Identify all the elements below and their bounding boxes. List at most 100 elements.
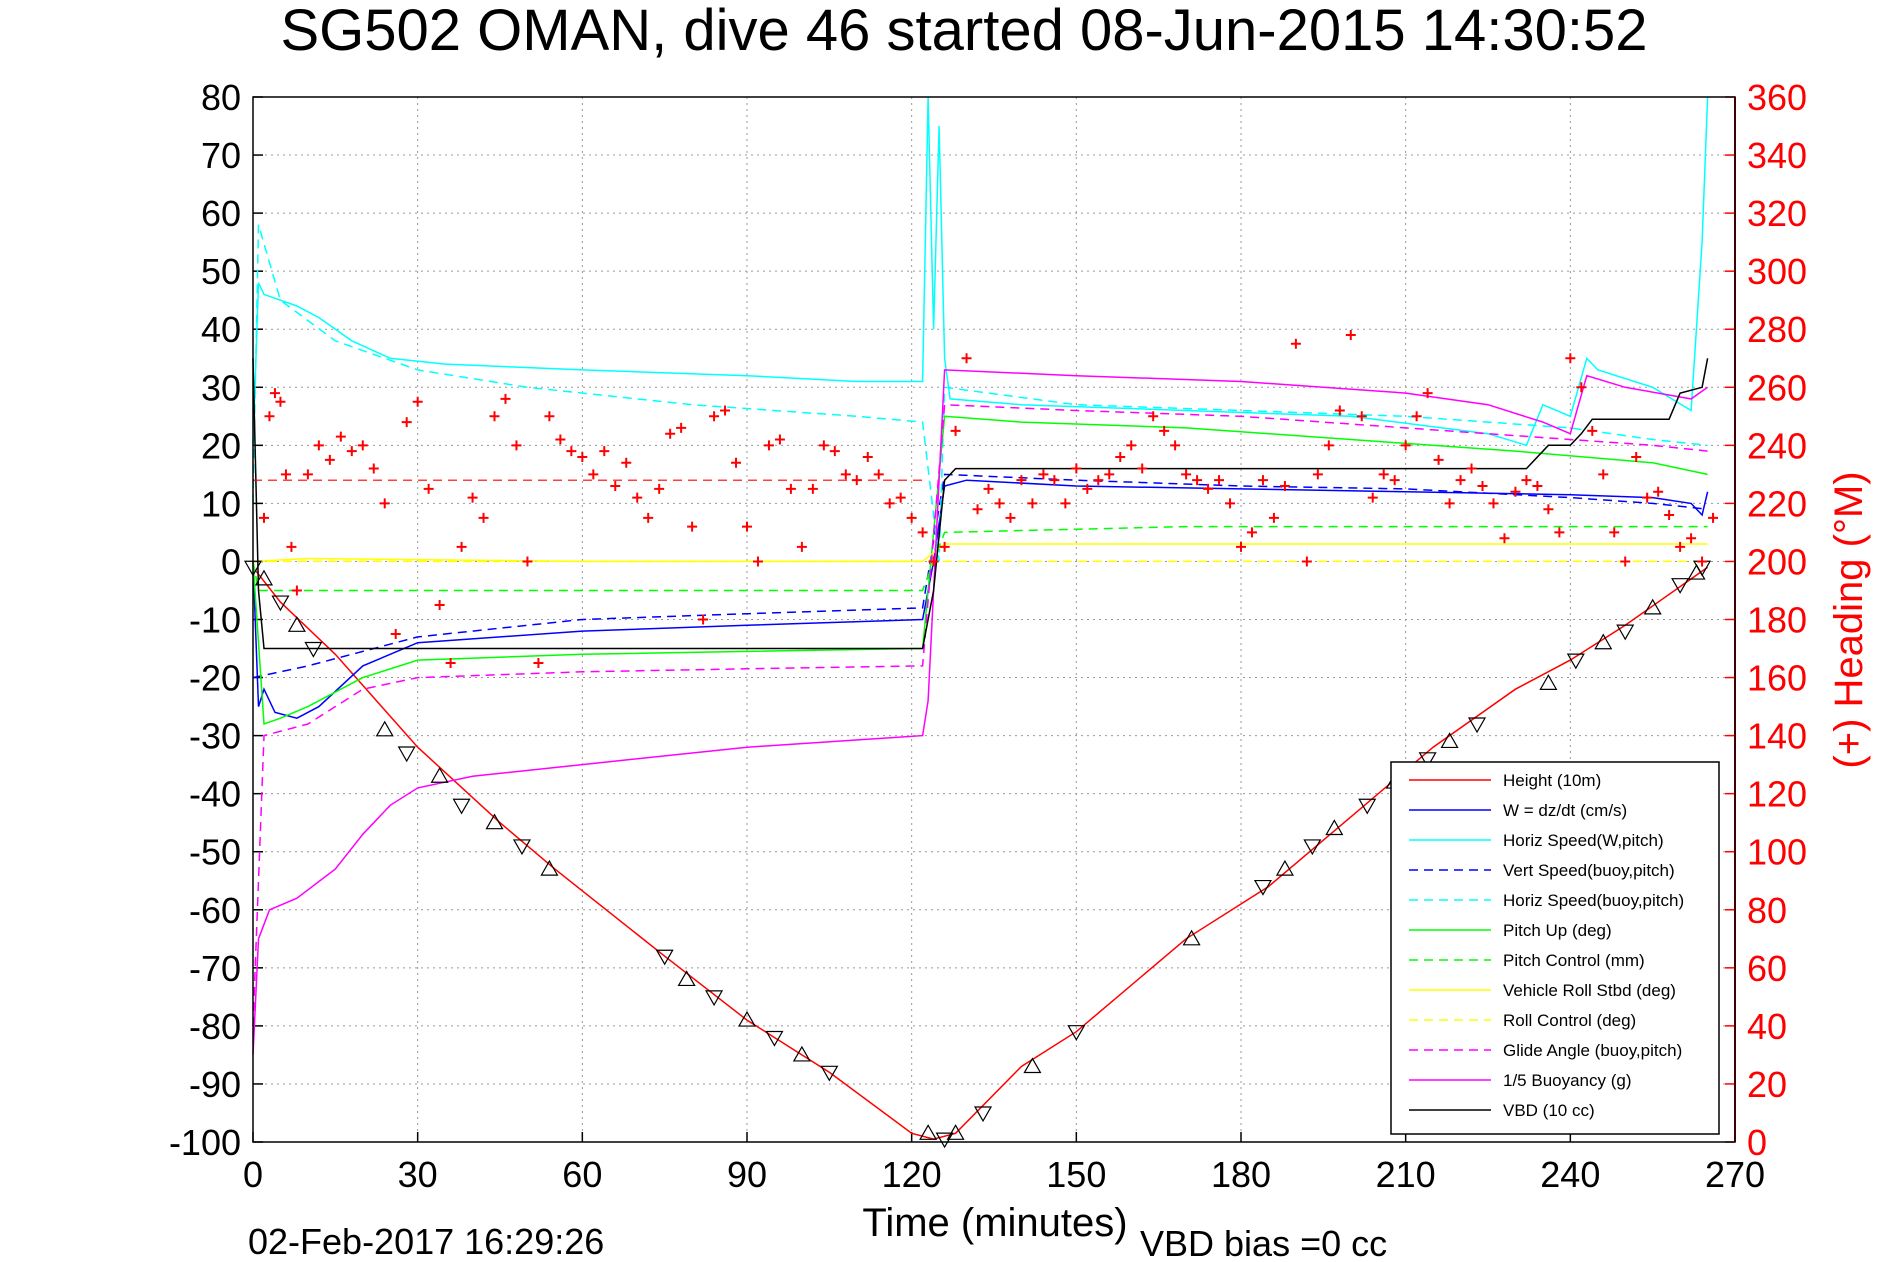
y-right-tick-label: 140 (1747, 716, 1807, 757)
heading-point (1356, 411, 1367, 422)
heading-point (1587, 425, 1598, 436)
heading-point (1115, 451, 1126, 462)
y-right-tick-label: 220 (1747, 483, 1807, 524)
heading-point (1038, 469, 1049, 480)
heading-point (1422, 388, 1433, 399)
depth-marker (1440, 732, 1459, 749)
x-tick-label: 270 (1705, 1154, 1765, 1195)
heading-point (533, 658, 544, 669)
heading-point (1137, 463, 1148, 474)
depth-marker (919, 1124, 938, 1140)
heading-point (302, 469, 313, 480)
legend-label: 1/5 Buoyancy (g) (1503, 1071, 1632, 1090)
y-tick-label: -70 (189, 948, 241, 989)
heading-point (566, 446, 577, 457)
depth-marker (765, 1030, 784, 1047)
legend-box (1390, 761, 1720, 1135)
y-right-tick-label: 100 (1747, 832, 1807, 873)
heading-point (1170, 440, 1181, 451)
heading-point (588, 469, 599, 480)
depth-marker (287, 616, 306, 632)
heading-point (577, 451, 588, 462)
heading-point (445, 658, 456, 669)
y-tick-label: 70 (201, 135, 241, 176)
x-tick-label: 210 (1376, 1154, 1436, 1195)
heading-point (621, 457, 632, 468)
y-right-tick-label: 360 (1747, 77, 1807, 118)
heading-point (1312, 469, 1323, 480)
heading-point (774, 434, 785, 445)
series-line-6 (252, 525, 1708, 592)
heading-point (1301, 556, 1312, 567)
heading-point (632, 492, 643, 503)
heading-point (807, 483, 818, 494)
depth-marker (512, 839, 531, 856)
series-line-3 (252, 473, 1708, 679)
y-right-tick-label: 60 (1747, 948, 1787, 989)
heading-point (961, 353, 972, 364)
x-tick-label: 90 (727, 1154, 767, 1195)
heading-point (1389, 475, 1400, 486)
depth-marker (254, 569, 274, 586)
heading-point (840, 469, 851, 480)
heading-layer (253, 330, 1719, 669)
heading-point (873, 469, 884, 480)
depth-marker (271, 595, 290, 612)
y-right-tick-label: 200 (1747, 541, 1807, 582)
heading-point (698, 614, 709, 625)
heading-point (1686, 533, 1697, 544)
heading-point (1071, 463, 1082, 474)
y-tick-label: 40 (201, 309, 241, 350)
heading-point (610, 480, 621, 491)
heading-point (1290, 338, 1301, 349)
heading-point (895, 492, 906, 503)
heading-point (1203, 483, 1214, 494)
heading-point (1642, 492, 1653, 503)
heading-point (1323, 440, 1334, 451)
depth-marker (1467, 717, 1487, 734)
depth-marker (1303, 839, 1322, 856)
heading-point (1214, 475, 1225, 486)
heading-point (665, 428, 676, 439)
heading-point (1543, 504, 1554, 515)
heading-point (796, 541, 807, 552)
heading-point (906, 512, 917, 523)
x-tick-label: 180 (1211, 1154, 1271, 1195)
series-line-7 (252, 543, 1708, 563)
heading-point (994, 498, 1005, 509)
heading-point (313, 440, 324, 451)
y-right-tick-label: 340 (1747, 135, 1807, 176)
heading-point (742, 521, 752, 532)
heading-point (478, 512, 489, 523)
heading-point (1466, 463, 1477, 474)
depth-marker (1616, 624, 1635, 641)
y-tick-label: -80 (189, 1006, 241, 1047)
y-right-tick-label: 80 (1747, 890, 1787, 931)
heading-point (456, 541, 467, 552)
heading-point (1598, 469, 1609, 480)
heading-point (643, 512, 654, 523)
heading-point (1400, 440, 1411, 451)
heading-point (346, 446, 357, 457)
heading-point (1433, 454, 1444, 465)
x-tick-label: 120 (882, 1154, 942, 1195)
heading-point (1664, 510, 1675, 520)
heading-point (500, 393, 511, 404)
legend-label: W = dz/dt (cm/s) (1503, 801, 1627, 820)
depth-marker (946, 1124, 965, 1140)
depth-marker (1643, 598, 1662, 615)
heading-point (829, 446, 840, 457)
heading-point (709, 411, 720, 422)
heading-point (1181, 469, 1192, 480)
heading-point (1455, 475, 1466, 486)
depth-marker (1687, 563, 1706, 580)
y-tick-label: -40 (189, 774, 241, 815)
legend-label: Height (10m) (1503, 771, 1601, 790)
heading-point (785, 483, 796, 494)
depth-marker (1594, 633, 1613, 650)
heading-point (818, 440, 829, 451)
legend-label: Pitch Control (mm) (1503, 951, 1645, 970)
series-line-10 (252, 369, 1709, 1055)
heading-point (1565, 353, 1576, 364)
y-tick-label: -50 (189, 832, 241, 873)
